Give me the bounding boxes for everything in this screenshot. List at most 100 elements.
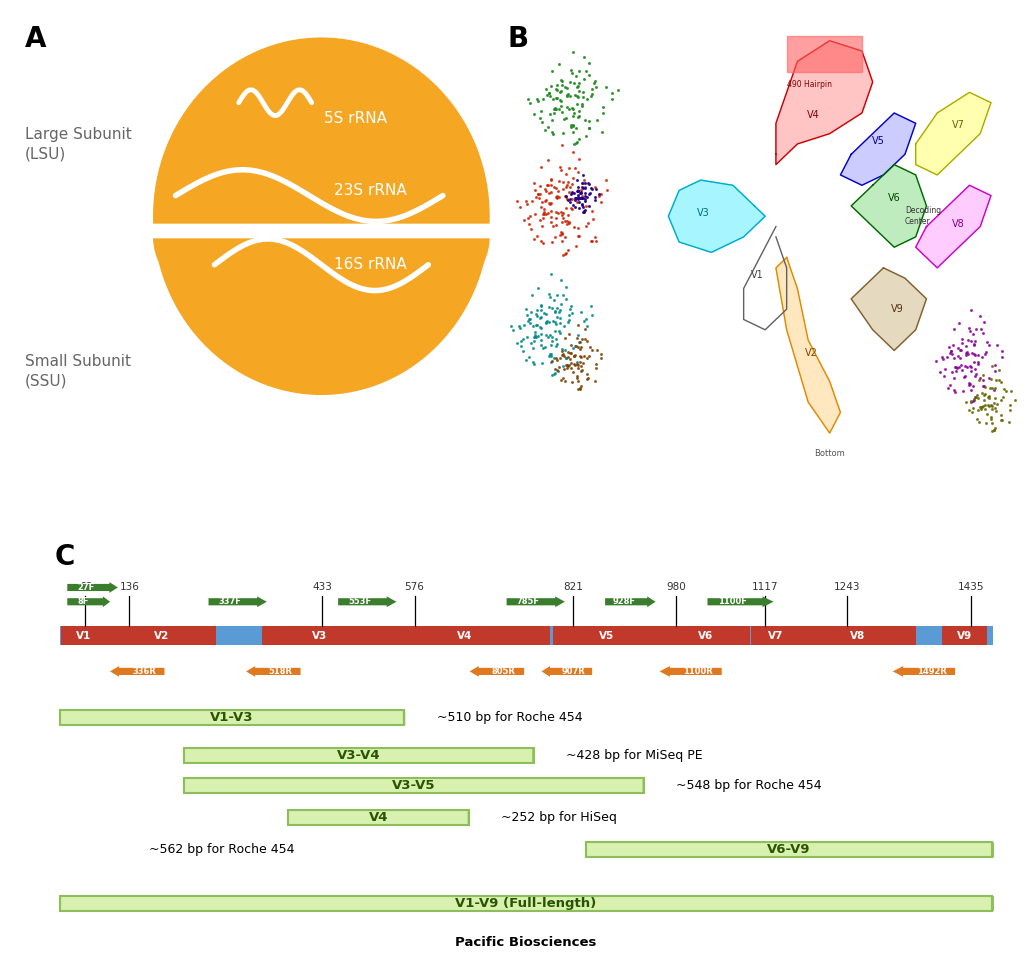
Text: 980: 980: [667, 582, 687, 592]
Text: V3-V4: V3-V4: [337, 749, 381, 762]
Text: V9: V9: [957, 631, 972, 641]
Text: 785F: 785F: [517, 597, 540, 606]
Text: 1100R: 1100R: [683, 667, 713, 676]
Bar: [751, 626, 799, 645]
FancyArrow shape: [542, 666, 592, 677]
FancyArrow shape: [67, 582, 118, 593]
Bar: [60, 626, 993, 645]
Text: 1435: 1435: [957, 582, 984, 592]
Text: V1: V1: [751, 270, 763, 281]
Text: 136: 136: [120, 582, 140, 592]
Text: Decoding
Center: Decoding Center: [905, 206, 941, 226]
Bar: [107, 626, 216, 645]
Text: 1243: 1243: [833, 582, 860, 592]
Bar: [787, 35, 862, 72]
Text: ~510 bp for Roche 454: ~510 bp for Roche 454: [436, 711, 582, 725]
Text: Small Subunit
(SSU): Small Subunit (SSU): [25, 354, 131, 389]
Polygon shape: [668, 180, 765, 252]
Text: V2: V2: [804, 348, 817, 357]
FancyArrow shape: [660, 666, 722, 677]
Text: ~562 bp for Roche 454: ~562 bp for Roche 454: [149, 843, 294, 856]
Text: V2: V2: [154, 631, 169, 641]
Bar: [60, 710, 404, 726]
Text: 23S rRNA: 23S rRNA: [334, 183, 406, 198]
Text: 821: 821: [564, 582, 583, 592]
Text: C: C: [55, 543, 74, 571]
Text: V3: V3: [697, 208, 709, 218]
Text: 8F: 8F: [78, 597, 89, 606]
Text: V8: V8: [850, 631, 865, 641]
Text: B: B: [507, 25, 528, 54]
Polygon shape: [851, 165, 926, 247]
Circle shape: [154, 38, 489, 394]
Text: V1-V9 (Full-length): V1-V9 (Full-length): [455, 897, 597, 910]
Text: 433: 433: [312, 582, 332, 592]
Text: V5: V5: [872, 136, 884, 146]
Bar: [149, 224, 494, 237]
Polygon shape: [916, 185, 991, 268]
Text: 16S rRNA: 16S rRNA: [334, 257, 406, 273]
Text: 576: 576: [404, 582, 425, 592]
Text: V4: V4: [456, 631, 472, 641]
Polygon shape: [841, 113, 916, 185]
Text: 5S rRNA: 5S rRNA: [324, 111, 387, 126]
FancyArrow shape: [507, 596, 565, 607]
Bar: [660, 626, 751, 645]
Text: 1117: 1117: [752, 582, 779, 592]
Text: 68: 68: [79, 582, 92, 592]
Text: V3: V3: [312, 631, 328, 641]
Polygon shape: [776, 257, 841, 433]
FancyArrow shape: [209, 596, 267, 607]
Bar: [60, 896, 993, 911]
Polygon shape: [916, 93, 991, 175]
Text: 336R: 336R: [132, 667, 156, 676]
Text: V4: V4: [368, 811, 388, 824]
Text: V1-V3: V1-V3: [210, 711, 253, 725]
FancyArrow shape: [892, 666, 955, 677]
Text: Large Subunit
(LSU): Large Subunit (LSU): [25, 127, 131, 162]
Text: V7: V7: [952, 121, 965, 131]
Bar: [184, 778, 644, 793]
FancyArrow shape: [110, 666, 164, 677]
Bar: [553, 626, 660, 645]
Bar: [799, 626, 916, 645]
Bar: [61, 626, 107, 645]
Text: V5: V5: [599, 631, 614, 641]
Text: V6-V9: V6-V9: [767, 843, 811, 856]
Text: 1492R: 1492R: [917, 667, 946, 676]
Bar: [184, 748, 534, 763]
Bar: [287, 810, 468, 825]
Bar: [942, 626, 987, 645]
Polygon shape: [154, 237, 489, 335]
Text: 928F: 928F: [612, 597, 636, 606]
Polygon shape: [851, 268, 926, 351]
FancyArrow shape: [469, 666, 524, 677]
Bar: [149, 224, 494, 238]
Text: A: A: [25, 25, 47, 54]
FancyArrow shape: [67, 596, 110, 607]
Text: V4: V4: [808, 110, 820, 120]
Text: 1100F: 1100F: [718, 597, 747, 606]
Bar: [262, 626, 378, 645]
Text: 490 Hairpin: 490 Hairpin: [787, 80, 831, 90]
Bar: [378, 626, 550, 645]
Bar: [585, 843, 993, 857]
FancyArrow shape: [707, 596, 773, 607]
Text: 907R: 907R: [561, 667, 585, 676]
Text: ~548 bp for Roche 454: ~548 bp for Roche 454: [676, 779, 822, 792]
Text: 337F: 337F: [219, 597, 242, 606]
Text: ~428 bp for MiSeq PE: ~428 bp for MiSeq PE: [567, 749, 703, 762]
FancyArrow shape: [246, 666, 301, 677]
FancyArrow shape: [605, 596, 656, 607]
Text: V8: V8: [952, 218, 965, 229]
Text: 518R: 518R: [268, 667, 293, 676]
Text: Pacific Biosciences: Pacific Biosciences: [455, 936, 597, 950]
FancyArrow shape: [338, 596, 396, 607]
Text: V1: V1: [75, 631, 91, 641]
Text: ~252 bp for HiSeq: ~252 bp for HiSeq: [501, 811, 617, 824]
Text: 27F: 27F: [78, 583, 95, 592]
Text: V7: V7: [767, 631, 783, 641]
Text: V6: V6: [888, 193, 901, 203]
Text: Bottom: Bottom: [815, 449, 845, 458]
Text: 553F: 553F: [348, 597, 371, 606]
